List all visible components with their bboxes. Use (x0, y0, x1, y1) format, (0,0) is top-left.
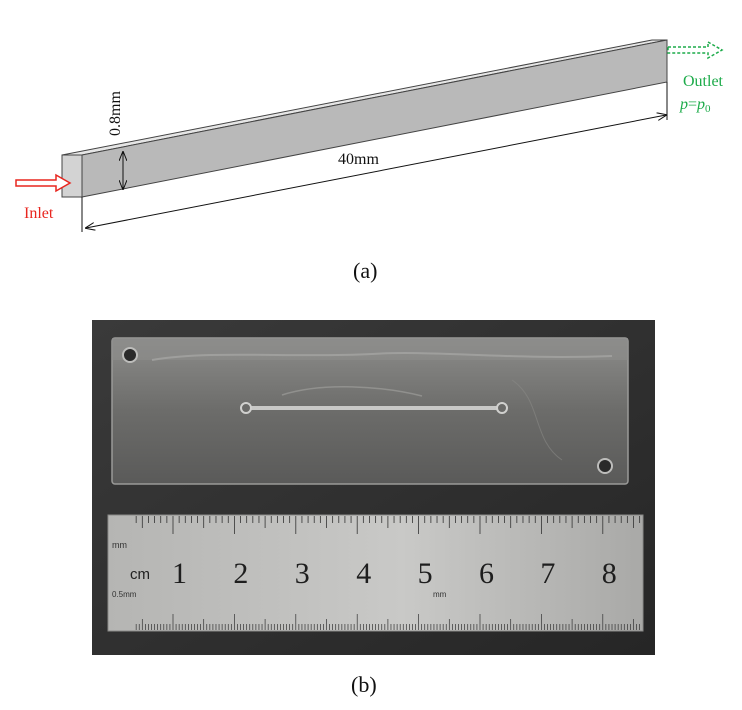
ruler-numbers: 1 2 3 4 5 6 7 8 (172, 557, 617, 590)
ruler-unit-half-mm: 0.5mm (112, 590, 137, 599)
length-dimension-line (86, 115, 666, 228)
ruler-number: 6 (479, 557, 494, 590)
channel-schematic: 0.8mm 40mm Inlet Outlet p=p0 (15, 39, 724, 232)
ruler-number: 2 (233, 557, 248, 590)
ruler-unit-cm: cm (130, 566, 150, 583)
steel-ruler: mm cm 0.5mm mm 1 2 3 4 5 6 7 8 (107, 514, 644, 632)
ruler-number: 3 (295, 557, 310, 590)
outlet-label: Outlet (683, 73, 724, 90)
caption-a: (a) (353, 258, 378, 283)
inlet-arrow-icon (15, 173, 72, 193)
ruler-number: 7 (540, 557, 555, 590)
chip-hole-right (597, 458, 613, 474)
channel-front-face (81, 39, 668, 198)
ruler-number: 1 (172, 557, 187, 590)
ruler-unit-mm-top: mm (112, 540, 127, 550)
ruler-number: 5 (418, 557, 433, 590)
ruler-number: 4 (356, 557, 371, 590)
glass-chip (111, 337, 629, 485)
outlet-condition: p=p0 (679, 96, 711, 115)
channel-end-face (61, 154, 83, 198)
ruler-ticks (135, 516, 641, 630)
ruler-unit-mm-mid: mm (433, 590, 447, 599)
length-dimension-label: 40mm (338, 151, 379, 168)
chip-photo: mm cm 0.5mm mm 1 2 3 4 5 6 7 8 (92, 320, 655, 655)
ruler-number: 8 (602, 557, 617, 590)
chip-hole-left (122, 347, 138, 363)
caption-b: (b) (351, 672, 377, 697)
outlet-arrow-icon (667, 40, 724, 60)
inlet-label: Inlet (24, 205, 54, 222)
height-dimension-label: 0.8mm (107, 91, 124, 136)
